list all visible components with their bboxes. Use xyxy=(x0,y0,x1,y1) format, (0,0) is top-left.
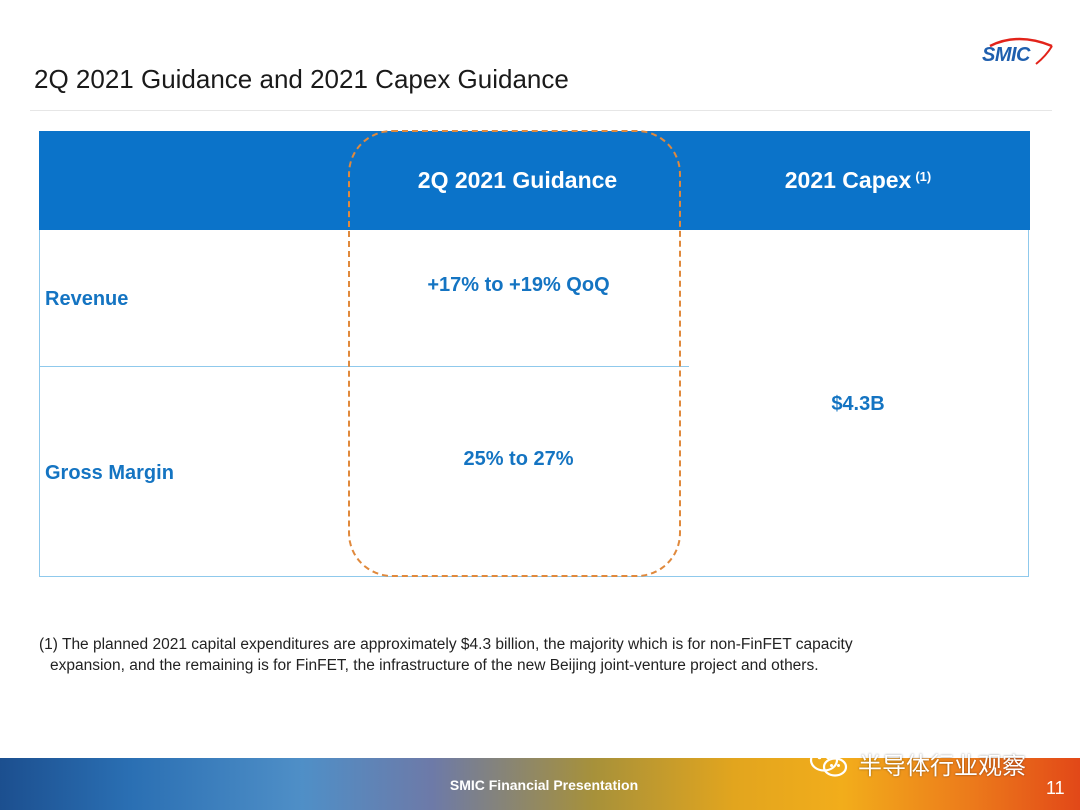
row-label-revenue: Revenue xyxy=(45,288,129,310)
header-guidance-label: 2Q 2021 Guidance xyxy=(417,167,618,193)
page-number: 11 xyxy=(1046,778,1065,798)
gross-margin-guidance-value: 25% to 27% xyxy=(463,448,574,470)
wechat-icon xyxy=(809,748,848,777)
guidance-table: 2Q 2021 Guidance 2021 Capex (1) Revenue … xyxy=(39,131,1030,577)
footer-text: SMIC Financial Presentation xyxy=(449,777,639,793)
header-capex-footnote-ref: (1) xyxy=(915,169,932,184)
row-divider xyxy=(40,366,689,367)
header-capex: 2021 Capex (1) xyxy=(686,131,1030,230)
header-guidance: 2Q 2021 Guidance xyxy=(349,131,686,230)
guidance-highlight-outline xyxy=(348,130,681,577)
footnote-line-1: (1) The planned 2021 capital expenditure… xyxy=(39,636,853,653)
footnote-line-2: expansion, and the remaining is for FinF… xyxy=(50,657,819,674)
logo-swoosh-icon xyxy=(989,37,1053,65)
footnote: (1) The planned 2021 capital expenditure… xyxy=(39,634,999,676)
revenue-guidance-value: +17% to +19% QoQ xyxy=(427,274,610,296)
watermark: 半导体行业观察 xyxy=(808,746,1026,780)
header-capex-label: 2021 Capex xyxy=(784,167,912,193)
slide-title: 2Q 2021 Guidance and 2021 Capex Guidance xyxy=(34,64,569,94)
smic-logo: SMIC xyxy=(976,34,1058,74)
watermark-text: 半导体行业观察 xyxy=(858,751,1026,780)
row-label-gross-margin: Gross Margin xyxy=(45,462,174,484)
table-header: 2Q 2021 Guidance 2021 Capex (1) xyxy=(39,131,1030,230)
logo-text: SMIC xyxy=(982,44,1031,66)
title-divider xyxy=(30,110,1052,111)
capex-value: $4.3B xyxy=(831,393,885,415)
footer-band: SMIC Financial Presentation xyxy=(0,758,1080,810)
